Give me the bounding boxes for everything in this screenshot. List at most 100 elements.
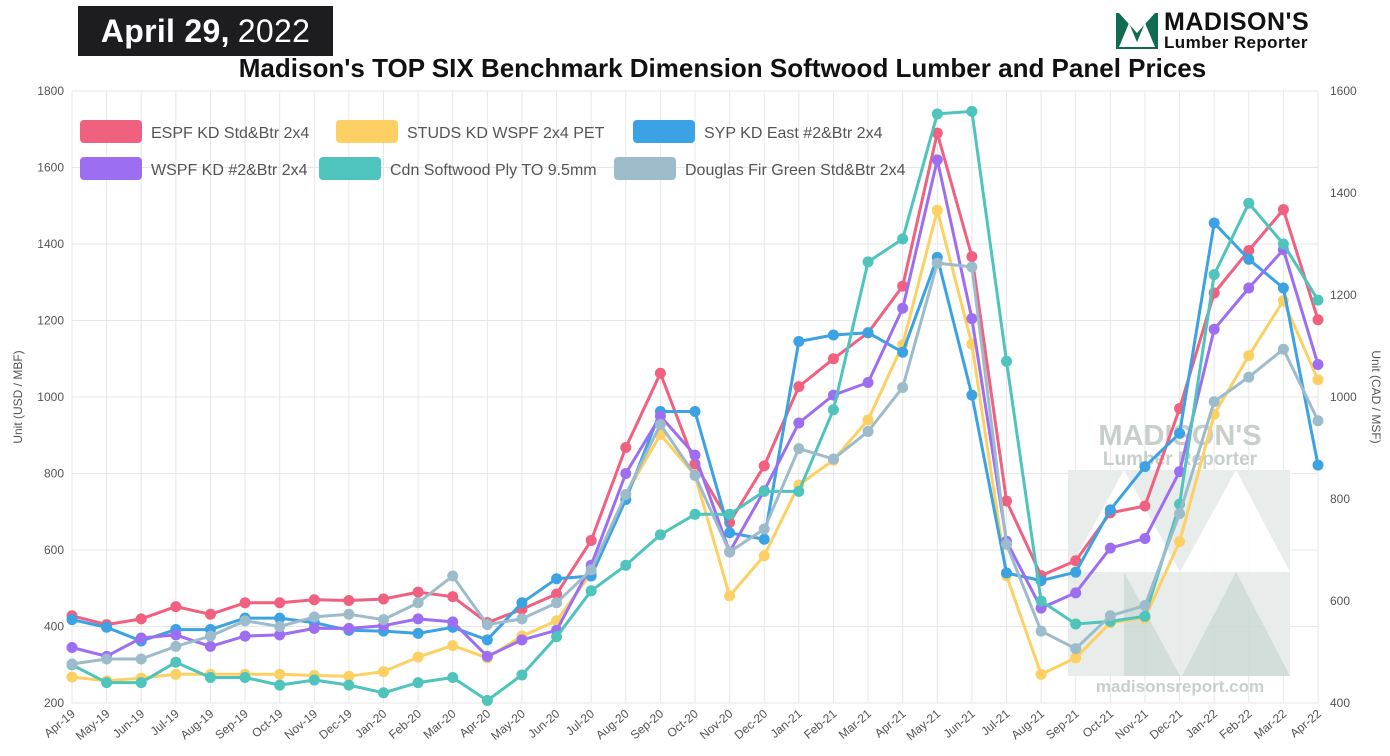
x-tick-label: Oct-20: [664, 706, 701, 740]
data-point: [1139, 610, 1151, 622]
data-point: [931, 108, 943, 120]
data-point: [274, 629, 286, 641]
data-point: [308, 622, 320, 634]
y2-tick-label: 800: [1330, 492, 1350, 506]
data-point: [101, 677, 113, 689]
data-point: [1035, 595, 1047, 607]
x-tick-label: Feb-22: [1217, 706, 1255, 741]
data-point: [551, 631, 563, 643]
data-point: [585, 585, 597, 597]
data-point: [1139, 533, 1151, 545]
x-tick-label: Apr-19: [41, 706, 78, 740]
data-point: [1070, 587, 1082, 599]
data-point: [412, 651, 424, 663]
data-point: [274, 679, 286, 691]
legend-label: Cdn Softwood Ply TO 9.5mm: [390, 162, 597, 179]
data-point: [1035, 625, 1047, 637]
x-tick-label: May-21: [904, 706, 944, 743]
data-point: [516, 669, 528, 681]
y2-tick-label: 400: [1330, 696, 1350, 710]
data-point: [66, 658, 78, 670]
x-tick-label: Dec-21: [1147, 706, 1186, 742]
data-point: [1243, 245, 1255, 257]
x-tick-label: May-20: [488, 706, 528, 743]
data-point: [827, 329, 839, 341]
data-point: [1312, 374, 1324, 386]
y-axis-title: Unit (USD / MBF): [11, 350, 25, 443]
data-point: [343, 670, 355, 682]
data-point: [620, 441, 632, 453]
x-tick-label: Aug-21: [1008, 706, 1047, 742]
legend-item[interactable]: Douglas Fir Green Std&Btr 2x4: [614, 157, 906, 180]
data-point: [1070, 566, 1082, 578]
data-point: [897, 346, 909, 358]
data-point: [135, 613, 147, 625]
data-point: [1001, 538, 1012, 550]
x-tick-label: Oct-21: [1080, 706, 1117, 740]
data-point: [204, 640, 216, 652]
data-point: [551, 573, 563, 585]
data-point: [239, 615, 251, 627]
data-point: [274, 668, 286, 680]
data-point: [1174, 536, 1186, 548]
data-point: [1277, 238, 1289, 250]
data-point: [204, 608, 216, 620]
data-point: [585, 564, 597, 576]
data-point: [481, 694, 493, 706]
data-point: [620, 559, 632, 571]
x-tick-label: Mar-22: [1251, 706, 1289, 741]
data-point: [689, 508, 701, 520]
y2-tick-label: 1000: [1330, 390, 1357, 404]
logo-subtitle: Lumber Reporter: [1164, 33, 1308, 52]
data-point: [551, 597, 563, 609]
data-point: [689, 406, 701, 418]
data-point: [66, 642, 78, 654]
data-point: [1243, 350, 1255, 362]
data-point: [1174, 466, 1186, 478]
legend-label: ESPF KD Std&Btr 2x4: [151, 125, 309, 142]
legend-item[interactable]: SYP KD East #2&Btr 2x4: [633, 120, 883, 143]
data-point: [412, 627, 424, 639]
x-tick-label: Sep-21: [1043, 706, 1082, 742]
data-point: [1070, 652, 1082, 664]
data-point: [862, 425, 874, 437]
data-point: [931, 127, 943, 139]
date-day: April 29,: [100, 12, 230, 49]
data-point: [1001, 355, 1012, 367]
data-point: [966, 389, 978, 401]
chart-legend: ESPF KD Std&Btr 2x4 STUDS KD WSPF 2x4 PET…: [80, 120, 906, 180]
x-tick-label: Dec-19: [316, 706, 355, 742]
data-point: [620, 489, 632, 501]
data-point: [724, 546, 736, 558]
x-tick-label: Sep-20: [628, 706, 667, 742]
legend-item[interactable]: STUDS KD WSPF 2x4 PET: [336, 120, 605, 143]
data-point: [897, 280, 909, 292]
data-point: [654, 367, 666, 379]
y-tick-label: 200: [44, 696, 64, 710]
data-point: [101, 621, 113, 633]
data-point: [447, 672, 459, 683]
data-point: [1243, 197, 1255, 209]
data-point: [1001, 495, 1012, 507]
legend-item[interactable]: ESPF KD Std&Btr 2x4: [80, 120, 309, 143]
data-point: [1208, 269, 1220, 281]
x-tick-label: Apr-21: [872, 706, 909, 740]
data-point: [308, 674, 320, 686]
data-point: [481, 650, 493, 662]
data-point: [931, 154, 943, 166]
y2-tick-label: 1600: [1330, 84, 1357, 98]
logo-mountains-icon: [1116, 13, 1158, 49]
data-point: [481, 634, 493, 646]
data-point: [1208, 217, 1220, 229]
data-point: [135, 632, 147, 644]
legend-item[interactable]: Cdn Softwood Ply TO 9.5mm: [319, 157, 597, 180]
x-tick-label: Apr-22: [1287, 706, 1324, 740]
data-point: [585, 534, 597, 546]
data-point: [343, 594, 355, 606]
x-tick-label: Mar-20: [421, 706, 459, 741]
x-tick-label: Jun-19: [110, 706, 147, 741]
data-point: [1104, 610, 1116, 622]
data-point: [689, 449, 701, 461]
legend-item[interactable]: WSPF KD #2&Btr 2x4: [80, 157, 308, 180]
